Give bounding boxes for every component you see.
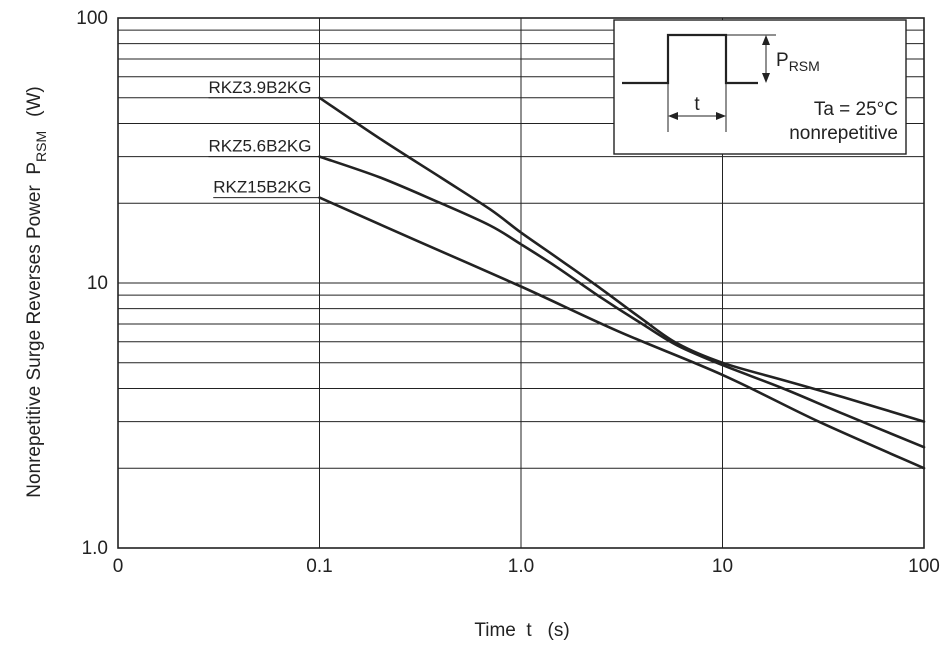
x-tick-label: 1.0 (508, 556, 534, 577)
pulse-inset: t PRSM Ta = 25°C nonrepetitive (613, 19, 907, 155)
series-label: RKZ15B2KG (213, 178, 311, 197)
inset-note: nonrepetitive (789, 123, 898, 144)
x-tick-label: 100 (908, 556, 940, 577)
plot-frame (117, 17, 925, 549)
svg-text:Nonrepetitive Surge Reverses P: Nonrepetitive Surge Reverses Power PRSM (… (24, 86, 49, 498)
series-line-1 (318, 155, 926, 449)
x-tick-labels: 0 0.1 1.0 10 100 (113, 556, 940, 577)
x-tick-label: 0.1 (306, 556, 332, 577)
grid-lines (118, 18, 924, 548)
series-labels: RKZ3.9B2KG RKZ5.6B2KG RKZ15B2KG (208, 78, 320, 199)
series-label: RKZ3.9B2KG (209, 78, 312, 97)
y-axis-label-main: Nonrepetitive Surge Reverses Power P (24, 162, 45, 498)
y-axis-label: Nonrepetitive Surge Reverses Power PRSM (… (24, 86, 49, 498)
series-label: RKZ5.6B2KG (209, 137, 312, 156)
x-tick-label: 0 (113, 556, 124, 577)
inset-prsm-symbol: P (776, 50, 789, 71)
series-line-0 (318, 96, 926, 423)
x-axis-label: Time t (s) (474, 620, 569, 641)
x-tick-label: 10 (712, 556, 733, 577)
y-tick-label: 1.0 (82, 538, 108, 559)
inset-box (613, 19, 907, 155)
pulse-width-label: t (694, 94, 700, 115)
prsm-arrow-bottom (762, 73, 770, 83)
y-tick-labels: 1.0 10 100 (76, 8, 108, 559)
inset-condition: Ta = 25°C (814, 99, 898, 120)
y-axis-label-unit: (W) (24, 86, 45, 117)
series-curves (318, 96, 926, 470)
y-tick-label: 100 (76, 8, 108, 29)
prsm-arrow-top (762, 35, 770, 45)
pulse-waveform (622, 33, 758, 85)
y-tick-label: 10 (87, 273, 108, 294)
t-arrow-right (716, 112, 726, 120)
inset-prsm-label: PRSM (776, 50, 820, 74)
t-arrow-left (668, 112, 678, 120)
y-axis-label-subscript: RSM (33, 131, 49, 162)
inset-prsm-subscript: RSM (789, 58, 820, 74)
series-line-2 (318, 196, 926, 470)
